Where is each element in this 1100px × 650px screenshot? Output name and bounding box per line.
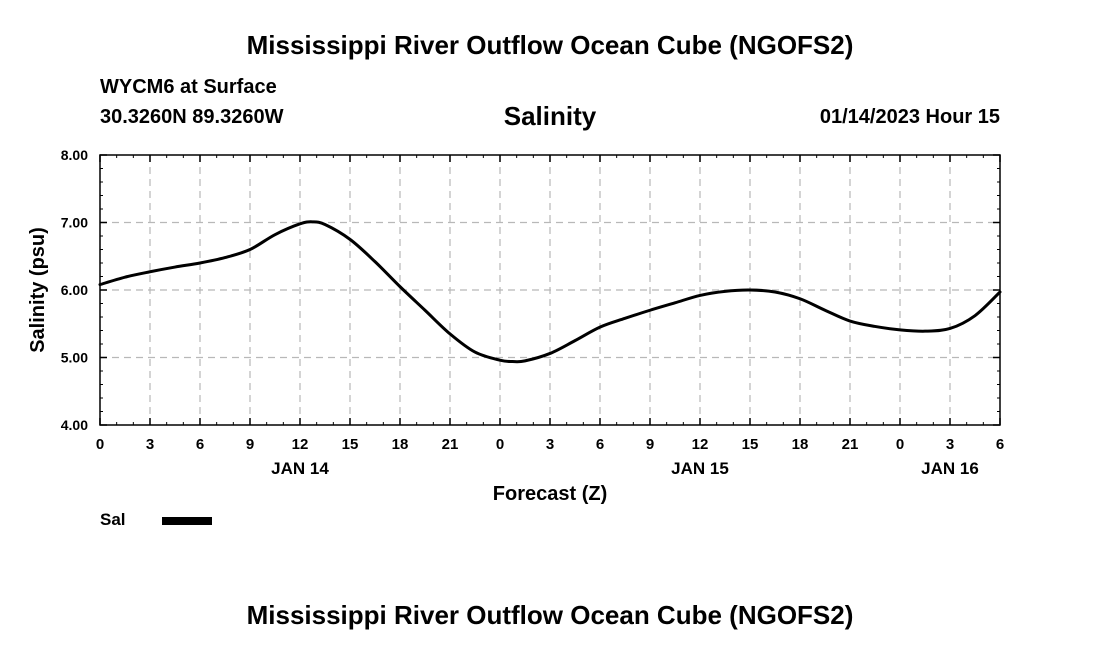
- x-tick-label: 3: [546, 436, 554, 453]
- x-tick-label: 9: [246, 436, 254, 453]
- x-tick-label: 0: [96, 436, 104, 453]
- y-tick-label: 4.00: [61, 417, 88, 433]
- x-tick-label: 15: [742, 436, 759, 453]
- x-tick-label: 3: [146, 436, 154, 453]
- chart-title: Salinity: [503, 101, 597, 131]
- main-title: Mississippi River Outflow Ocean Cube (NG…: [246, 30, 854, 60]
- legend-label: Sal: [100, 510, 126, 529]
- y-axis-title: Salinity (psu): [27, 227, 49, 353]
- date-label-jan-15: JAN 15: [671, 459, 729, 478]
- x-tick-label: 12: [692, 436, 709, 453]
- station-label: WYCM6 at Surface: [100, 76, 277, 98]
- x-tick-label: 18: [792, 436, 809, 453]
- x-tick-label: 18: [392, 436, 409, 453]
- x-tick-label: 21: [442, 436, 459, 453]
- x-axis-title: Forecast (Z): [493, 483, 607, 505]
- coordinates-label: 30.3260N 89.3260W: [100, 106, 284, 128]
- x-tick-label: 12: [292, 436, 309, 453]
- x-axis-ticks: 0 3 6 9 12 15 18 21 0 3 6 9 12 15 18 21 0 3 6: [96, 155, 1004, 453]
- x-tick-label: 6: [996, 436, 1004, 453]
- series-line-sal: [98, 220, 1002, 364]
- x-tick-label: 0: [496, 436, 504, 453]
- y-tick-label: 7.00: [61, 215, 88, 231]
- x-tick-label: 6: [596, 436, 604, 453]
- date-label-jan-16: JAN 16: [921, 459, 979, 478]
- x-axis-date-labels: JAN 14 JAN 15 JAN 16: [271, 459, 979, 478]
- x-tick-label: 9: [646, 436, 654, 453]
- y-axis-ticks: 4.00 5.00 6.00 7.00 8.00: [61, 147, 1000, 433]
- date-label-jan-14: JAN 14: [271, 459, 329, 478]
- y-tick-label: 8.00: [61, 147, 88, 163]
- grid-lines: [100, 155, 1000, 425]
- x-tick-label: 21: [842, 436, 859, 453]
- y-tick-label: 5.00: [61, 350, 88, 366]
- date-label: 01/14/2023 Hour 15: [819, 106, 1000, 128]
- x-tick-label: 15: [342, 436, 359, 453]
- legend: Sal: [100, 510, 212, 529]
- y-tick-label: 6.00: [61, 282, 88, 298]
- footer-title: Mississippi River Outflow Ocean Cube (NG…: [246, 600, 854, 630]
- x-tick-label: 6: [196, 436, 204, 453]
- x-tick-label: 3: [946, 436, 954, 453]
- x-tick-label: 0: [896, 436, 904, 453]
